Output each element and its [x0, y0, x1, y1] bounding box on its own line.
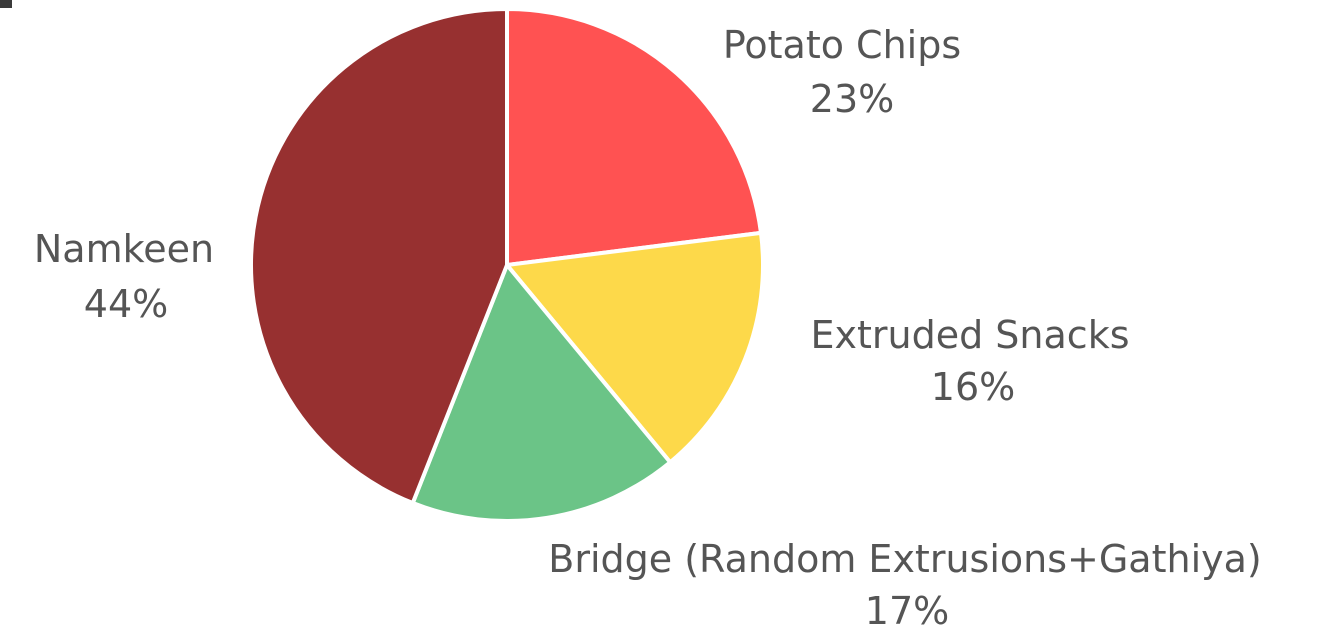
slice-name-namkeen: Namkeen [34, 227, 214, 271]
pie-slice-extruded-snacks [505, 230, 765, 465]
pie-labels: Potato Chips 23% Extruded Snacks 16% Bri… [34, 23, 1262, 631]
slice-percent-bridge: 17% [865, 589, 949, 631]
pie-slice-potato-chips [505, 7, 763, 267]
slice-name-bridge: Bridge (Random Extrusions+Gathiya) [548, 537, 1261, 581]
slice-percent-extruded-snacks: 16% [931, 365, 1015, 409]
corner-fragment [0, 0, 12, 8]
pie-slice-namkeen [249, 7, 509, 506]
pie-slice-bridge-random-extrusions-gathiya [410, 263, 673, 523]
slice-percent-namkeen: 44% [84, 282, 168, 326]
slice-name-potato-chips: Potato Chips [723, 23, 961, 67]
pie-slices [249, 7, 765, 523]
slice-percent-potato-chips: 23% [810, 77, 894, 121]
slice-name-extruded-snacks: Extruded Snacks [811, 313, 1130, 357]
